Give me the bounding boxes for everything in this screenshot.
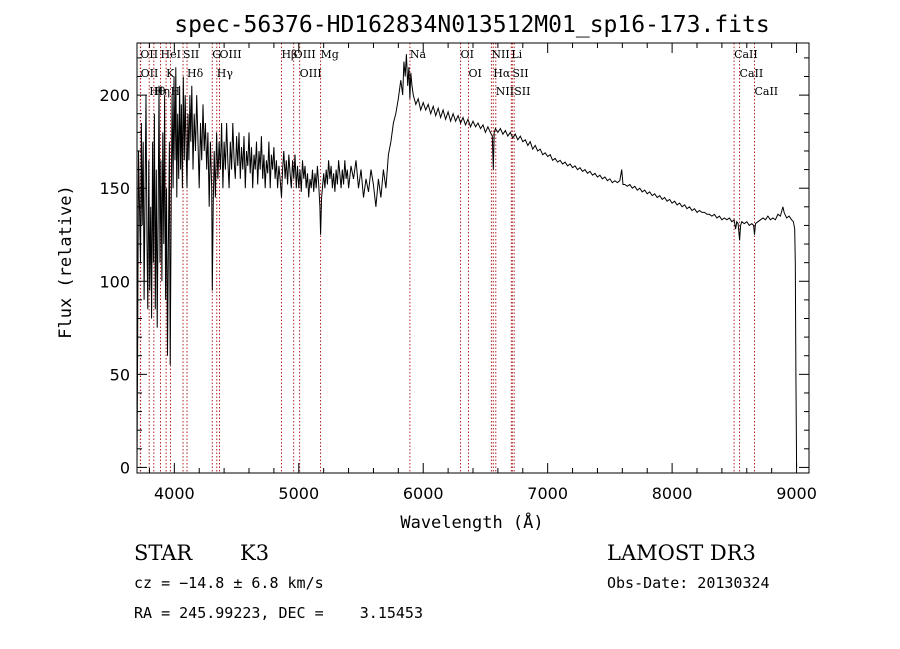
line-marker-label: Hδ <box>187 67 204 80</box>
chart-title: spec-56376-HD162834N013512M01_sp16-173.f… <box>174 12 769 38</box>
x-tick-label: 6000 <box>403 484 444 503</box>
line-marker-label: SII <box>512 67 528 80</box>
y-tick-label: 100 <box>99 272 130 291</box>
ra-dec-info: RA = 245.99223, DEC = 3.15453 <box>134 604 423 622</box>
line-marker-label: OII <box>140 48 158 61</box>
line-marker-label: SII <box>183 48 199 61</box>
line-marker-label: Hγ <box>217 67 234 80</box>
y-tick-label: 200 <box>99 86 130 105</box>
line-marker-label: OIII <box>220 48 242 61</box>
y-tick-label: 50 <box>110 365 130 384</box>
line-marker-label: OIII <box>300 67 322 80</box>
x-tick-label: 9000 <box>776 484 817 503</box>
line-marker-label: Na <box>410 48 427 61</box>
line-marker-label: Li <box>511 48 522 61</box>
object-class: STAR <box>134 541 193 565</box>
line-marker-label: CaII <box>734 48 758 61</box>
y-axis-label: Flux (relative) <box>56 185 76 339</box>
line-marker-label: OI <box>461 48 474 61</box>
line-marker-label: CaII <box>754 85 778 98</box>
line-marker-label: Hη <box>154 85 170 98</box>
line-marker-label: Hβ <box>281 48 297 61</box>
y-tick-label: 0 <box>120 458 130 477</box>
line-marker-label: OII <box>141 67 159 80</box>
line-marker-label: OIII <box>294 48 316 61</box>
x-tick-label: 5000 <box>278 484 319 503</box>
line-markers <box>139 43 755 473</box>
spectrum-line <box>136 54 798 468</box>
redshift-info: cz = −14.8 ± 6.8 km/s <box>134 574 324 592</box>
x-tick-label: 7000 <box>527 484 568 503</box>
y-axis: 0 50 100 150 200 <box>99 57 809 477</box>
x-tick-label: 4000 <box>154 484 195 503</box>
plot-frame <box>136 42 810 474</box>
y-tick-label: 150 <box>99 179 130 198</box>
line-marker-label: NII <box>491 48 509 61</box>
line-marker-label: SII <box>514 85 530 98</box>
line-marker-label: CaII <box>740 67 764 80</box>
line-marker-label: K <box>166 67 175 80</box>
line-marker-label: NII <box>496 85 514 98</box>
line-marker-label: HeI <box>161 48 181 61</box>
line-marker-label: Mg <box>321 48 339 61</box>
obs-date: Obs-Date: 20130324 <box>607 574 770 592</box>
x-axis: 4000 5000 6000 7000 8000 9000 <box>148 43 817 503</box>
x-tick-label: 8000 <box>652 484 693 503</box>
object-subclass: K3 <box>240 541 269 565</box>
line-marker-label: G <box>212 48 221 61</box>
survey-name: LAMOST DR3 <box>607 541 756 565</box>
line-marker-label: OI <box>469 67 482 80</box>
line-marker-label: Hθ <box>149 85 166 98</box>
x-axis-label: Wavelength (Å) <box>400 511 543 533</box>
line-marker-label: Hα <box>493 67 511 80</box>
